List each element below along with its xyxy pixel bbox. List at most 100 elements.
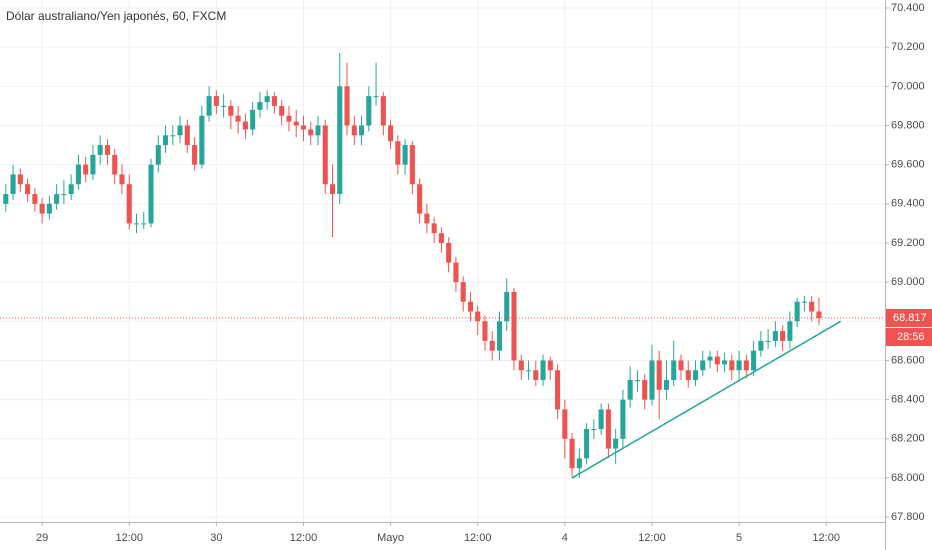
candle-body xyxy=(199,115,205,165)
candle-body xyxy=(83,164,89,175)
candle-body xyxy=(656,360,662,390)
candle-body xyxy=(32,194,38,204)
candle-body xyxy=(576,458,582,469)
candle-body xyxy=(395,141,401,165)
candle-body xyxy=(780,331,786,341)
candle-body xyxy=(351,125,357,136)
candle-body xyxy=(257,102,263,110)
countdown-badge xyxy=(886,327,932,346)
y-tick-label: 69.600 xyxy=(891,159,925,171)
candle-body xyxy=(591,428,597,430)
y-tick-label: 70.200 xyxy=(891,41,925,53)
y-tick-label: 70.000 xyxy=(891,80,925,92)
candle-body xyxy=(816,311,822,318)
candle-body xyxy=(162,135,169,146)
candle-body xyxy=(68,184,74,195)
candles xyxy=(3,53,822,478)
x-tick-label: 5 xyxy=(736,532,742,544)
candle-body xyxy=(533,370,539,381)
candle-body xyxy=(467,301,473,312)
candle-body xyxy=(402,145,408,165)
candle-body xyxy=(344,86,350,126)
trend-line xyxy=(571,320,842,479)
countdown-label: 28:56 xyxy=(897,331,925,343)
overlay xyxy=(0,317,885,479)
candle-body xyxy=(10,174,16,195)
candle-body xyxy=(809,301,815,312)
candle-body xyxy=(678,360,684,371)
candle-body xyxy=(155,145,161,165)
candle-body xyxy=(359,125,365,136)
candle-body xyxy=(388,125,394,142)
candle-body xyxy=(772,331,778,341)
y-tick-label: 69.800 xyxy=(891,119,925,131)
candle-body xyxy=(337,86,343,195)
candle-body xyxy=(642,380,648,400)
y-tick-label: 68.400 xyxy=(891,394,925,406)
candle-body xyxy=(90,154,96,175)
x-tick-label: 4 xyxy=(562,532,568,544)
candle-body xyxy=(627,380,633,400)
candle-body xyxy=(97,145,103,155)
x-tick-label: 12:00 xyxy=(290,532,318,544)
candle-body xyxy=(206,96,212,116)
y-tick-label: 70.400 xyxy=(891,2,925,14)
candle-body xyxy=(685,370,691,381)
candle-body xyxy=(649,360,655,400)
candle-body xyxy=(329,184,336,195)
y-tick-label: 69.400 xyxy=(891,198,925,210)
grid xyxy=(0,0,885,522)
y-tick-label: 68.200 xyxy=(891,433,925,445)
candle-body xyxy=(736,360,742,371)
candle-body xyxy=(504,291,510,322)
candle-body xyxy=(242,121,248,130)
candle-body xyxy=(112,154,118,175)
y-tick-label: 69.000 xyxy=(891,276,925,288)
x-tick-label: Mayo xyxy=(377,532,404,544)
candle-body xyxy=(598,409,604,429)
candle-body xyxy=(221,105,227,107)
x-tick-label: 29 xyxy=(36,532,48,544)
candle-body xyxy=(424,213,430,224)
candle-body xyxy=(366,96,372,126)
candle-body xyxy=(634,380,640,382)
last-price-label: 68.817 xyxy=(893,312,927,324)
candle-body xyxy=(61,194,67,196)
candle-body xyxy=(569,438,575,469)
candle-body xyxy=(794,301,800,322)
candle-body xyxy=(279,105,285,116)
candle-body xyxy=(271,96,277,106)
candle-body xyxy=(525,370,532,372)
candle-body xyxy=(482,321,488,341)
candle-body xyxy=(293,121,299,126)
candle-body xyxy=(228,105,234,116)
candle-body xyxy=(148,164,154,224)
candle-body xyxy=(547,360,553,371)
candle-body xyxy=(235,115,241,122)
candle-body xyxy=(3,194,9,204)
candle-body xyxy=(518,360,524,371)
candle-body xyxy=(743,360,749,371)
x-tick-label: 12:00 xyxy=(464,532,492,544)
candle-body xyxy=(446,242,452,263)
candle-body xyxy=(286,115,292,122)
candle-body xyxy=(250,109,256,130)
candle-body xyxy=(322,125,328,185)
candle-body xyxy=(605,409,611,449)
candle-body xyxy=(613,438,619,449)
candle-body xyxy=(126,184,132,224)
candle-body xyxy=(300,125,307,130)
candle-body xyxy=(671,360,677,381)
x-tick-label: 12:00 xyxy=(115,532,143,544)
candle-body xyxy=(104,145,110,155)
y-tick-label: 67.800 xyxy=(891,511,925,523)
candle-body xyxy=(264,96,270,103)
candle-body xyxy=(133,223,140,225)
candle-body xyxy=(177,125,183,136)
candle-body xyxy=(46,203,52,214)
chart-title: Dólar australiano/Yen japonés, 60, FXCM xyxy=(6,9,226,23)
candle-body xyxy=(213,96,219,106)
x-tick-label: 30 xyxy=(210,532,222,544)
candle-body xyxy=(663,380,670,390)
